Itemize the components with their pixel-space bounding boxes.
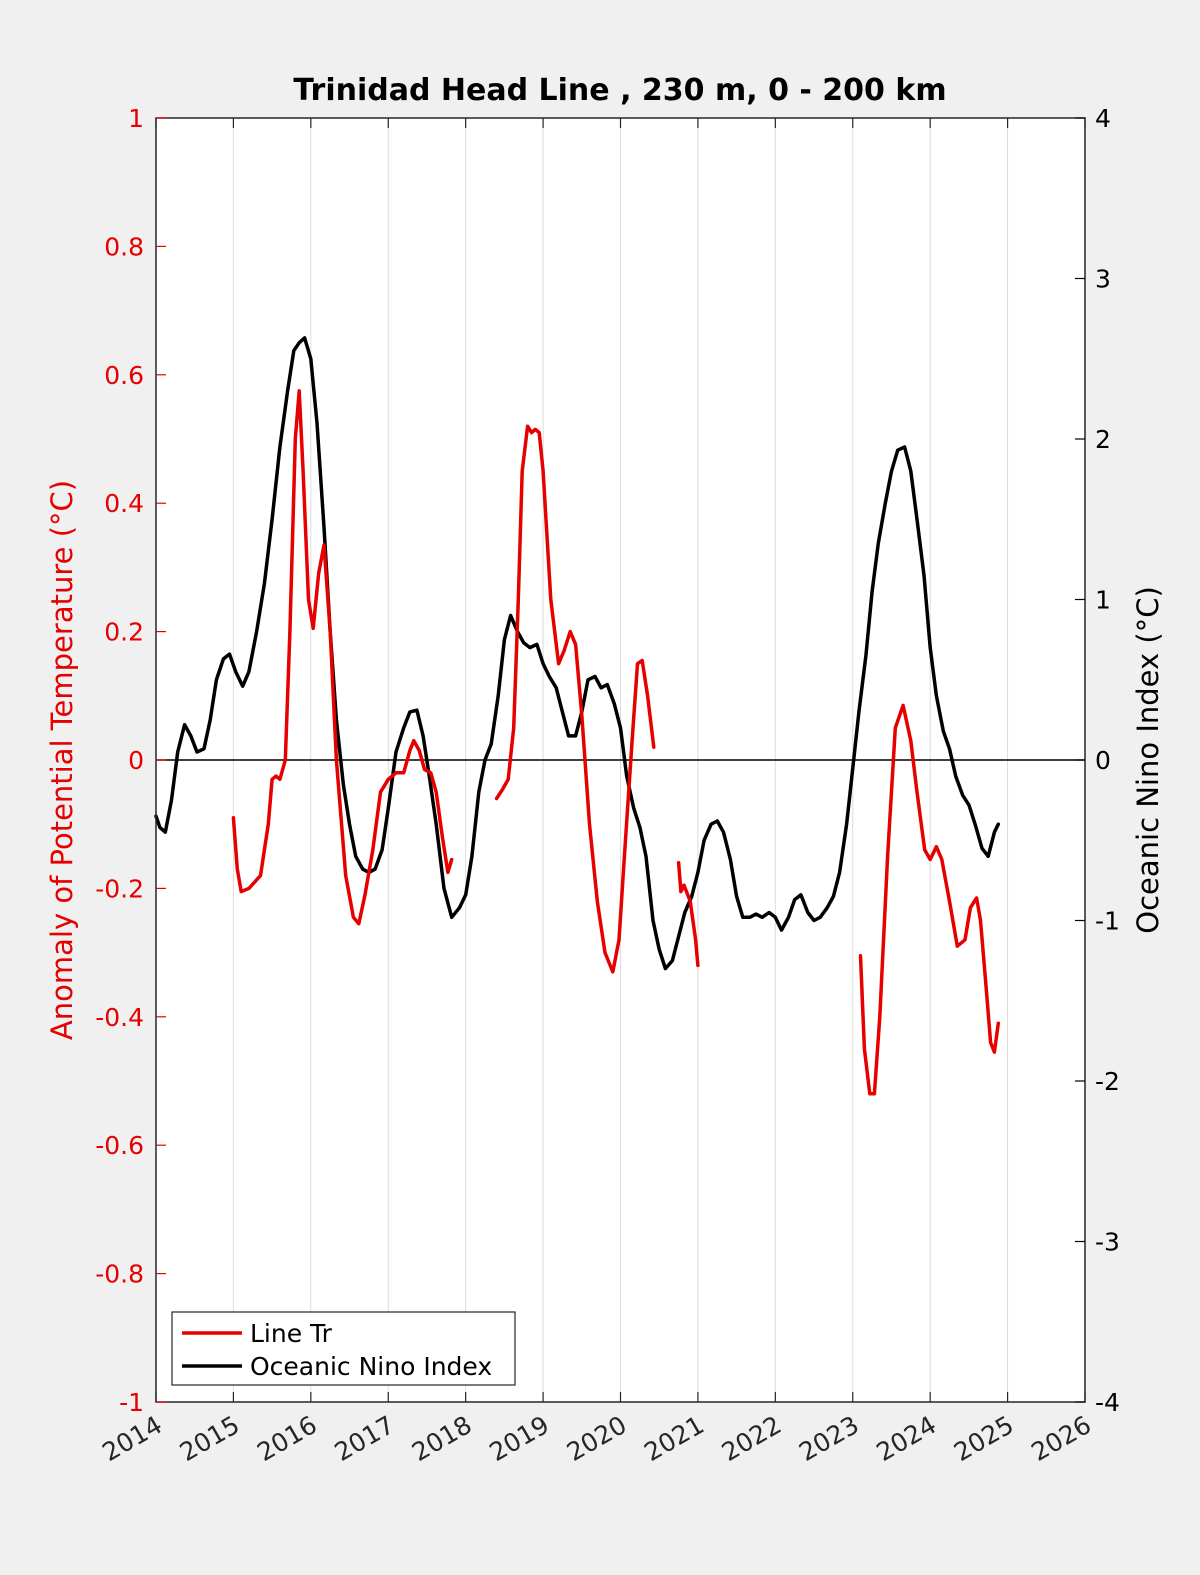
line-tr-segment <box>858 703 1001 1096</box>
legend-label-oni: Oceanic Nino Index <box>250 1352 492 1381</box>
y-left-tick-label: 0.6 <box>104 361 144 390</box>
line-tr-segment <box>231 389 454 926</box>
y-left-axis-label: Anomaly of Potential Temperature (°C) <box>45 480 79 1040</box>
y-right-tick-label: -2 <box>1095 1067 1120 1096</box>
y-left-tick-label: 0.8 <box>104 232 144 261</box>
y-left-tick-label: -0.6 <box>95 1131 144 1160</box>
y-right-tick-label: -1 <box>1095 907 1120 936</box>
y-right-tick-label: -4 <box>1095 1388 1120 1417</box>
series-line-tr <box>231 389 1001 1096</box>
line-tr-segment <box>676 860 700 968</box>
y-right-tick-label: 3 <box>1095 265 1111 294</box>
y-right-tick-label: 4 <box>1095 104 1111 133</box>
y-left-tick-label: -0.8 <box>95 1260 144 1289</box>
y-left-tick-label: -1 <box>119 1388 144 1417</box>
y-left-tick-label: 0.2 <box>104 618 144 647</box>
y-left-tick-label: 0.4 <box>104 489 144 518</box>
y-right-tick-label: 0 <box>1095 746 1111 775</box>
y-left-tick-label: -0.4 <box>95 1003 144 1032</box>
series-layer <box>154 336 1001 1096</box>
y-right-axis-label: Oceanic Nino Index (°C) <box>1131 586 1165 934</box>
legend-box <box>171 1311 516 1386</box>
y-left-tick-label: -0.2 <box>95 874 144 903</box>
legend-label-line-tr: Line Tr <box>250 1319 333 1348</box>
y-right-tick-label: 1 <box>1095 586 1111 615</box>
chart-title: Trinidad Head Line , 230 m, 0 - 200 km <box>293 73 946 108</box>
ticks <box>155 117 1086 1403</box>
y-left-tick-label: 1 <box>128 104 144 133</box>
y-left-tick-label: 0 <box>128 746 144 775</box>
y-right-tick-label: -3 <box>1095 1228 1120 1257</box>
line-tr-segment <box>494 424 656 974</box>
legend: Line Tr Oceanic Nino Index <box>171 1311 516 1386</box>
y-right-tick-label: 2 <box>1095 425 1111 454</box>
